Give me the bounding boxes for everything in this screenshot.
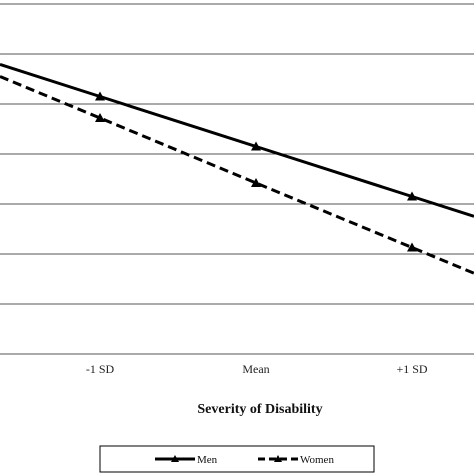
legend-box (99, 445, 375, 473)
point-men-1 (95, 91, 105, 101)
legend-label-men: Men (197, 454, 218, 466)
series-line-women (0, 75, 474, 275)
point-women-1 (95, 113, 105, 122)
legend-marker-men (171, 455, 179, 462)
legend-marker-women (274, 455, 282, 462)
series-line-men (0, 63, 474, 218)
point-men-3 (407, 191, 417, 201)
point-women-2 (251, 178, 261, 187)
x-axis-title: Severity of Disability (197, 402, 322, 417)
legend-items: Men Women (155, 454, 334, 466)
legend: Men Women (99, 445, 375, 473)
gridlines (0, 3, 474, 355)
point-women-3 (407, 242, 417, 252)
series-markers (95, 91, 417, 252)
x-tick-labels: -1 SD Mean +1 SD (86, 362, 428, 376)
x-tick-label-2: Mean (242, 362, 269, 376)
x-tick-label-1: -1 SD (86, 362, 115, 376)
legend-label-women: Women (300, 454, 334, 466)
point-men-2 (251, 141, 261, 151)
series-lines (0, 63, 474, 275)
x-tick-label-3: +1 SD (396, 362, 427, 376)
